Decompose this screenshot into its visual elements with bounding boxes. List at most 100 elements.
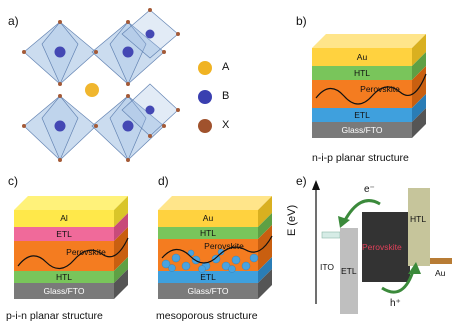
energy-diagram (312, 180, 452, 314)
tio2-sphere (249, 253, 259, 263)
nip-layer-au: Au (356, 52, 368, 62)
pin-caption: p-i-n planar structure (6, 310, 103, 322)
electron-arrowhead (338, 216, 350, 228)
pin-layer-glass: Glass/FTO (43, 286, 85, 296)
b-ion (54, 120, 66, 132)
ito-block (321, 231, 341, 239)
tio2-sphere (211, 254, 221, 264)
tio2-sphere (231, 255, 241, 265)
tio2-sphere (168, 264, 176, 272)
layer-glass (312, 122, 412, 138)
layer-al (14, 210, 114, 227)
htl-block (408, 188, 430, 266)
layer-glass (14, 283, 114, 299)
tio2-sphere (241, 261, 251, 271)
x-ion (126, 158, 130, 162)
meso-layer-perovskite: Perovskite (204, 241, 244, 251)
au-block (430, 258, 452, 264)
x-ion (162, 124, 166, 128)
layer-au (158, 210, 258, 227)
tio2-sphere (181, 261, 191, 271)
stack-top-face (158, 196, 272, 210)
side-face (258, 225, 272, 271)
panel-label-c: c) (8, 174, 18, 188)
side-face (412, 94, 426, 122)
pin-layer-al: Al (60, 213, 68, 223)
pin-layer-htl: HTL (55, 272, 73, 282)
layer-etl (14, 227, 114, 241)
nip-layer-perovskite: Perovskite (360, 84, 400, 94)
x-ion (94, 50, 98, 54)
pin-layer-etl: ETL (56, 229, 72, 239)
tio2-sphere (217, 248, 225, 256)
meso-layer-glass: Glass/FTO (187, 286, 229, 296)
energy-axis-label: E (eV) (286, 204, 298, 236)
x-ion (148, 8, 152, 12)
mesoporous-stack (158, 196, 273, 299)
x-ion (58, 82, 62, 86)
layer-etl (158, 271, 258, 283)
x-ion (126, 82, 130, 86)
b-ion (122, 120, 134, 132)
pin-layer-perovskite: Perovskite (66, 247, 106, 257)
meso-layer-au: Au (202, 213, 214, 223)
layer-htl (14, 271, 114, 283)
tio2-sphere (228, 265, 236, 273)
nip-stack (312, 34, 427, 138)
legend-label-x: X (222, 119, 230, 131)
side-face (114, 269, 128, 299)
energy-axis-arrowhead (312, 180, 320, 190)
x-ion (126, 94, 130, 98)
au-label: Au (435, 268, 446, 278)
meso-layer-htl: HTL (199, 228, 217, 238)
panel-label-a: a) (8, 14, 19, 28)
meso-layer-etl: ETL (200, 272, 216, 282)
legend-label-a: A (222, 61, 230, 73)
b-ion (122, 46, 134, 58)
meso-caption: mesoporous structure (156, 310, 258, 322)
legend-label-b: B (222, 90, 230, 102)
nip-caption: n-i-p planar structure (312, 152, 409, 164)
x-ion (58, 20, 62, 24)
x-ion (22, 50, 26, 54)
perovskite-block (362, 212, 410, 282)
panel-label-b: b) (296, 14, 307, 28)
layer-etl (312, 108, 412, 122)
layer-glass (158, 283, 258, 299)
panel-label-d: d) (158, 174, 169, 188)
etl-label: ETL (341, 266, 357, 276)
layer-htl (312, 66, 412, 80)
wave-line (315, 73, 427, 105)
x-ion (176, 32, 180, 36)
wave-line (161, 235, 273, 264)
x-ion (58, 94, 62, 98)
side-face (412, 108, 426, 138)
a-ion (85, 83, 99, 97)
layer-au (312, 48, 412, 66)
side-face (114, 257, 128, 283)
electron-label: e⁻ (364, 184, 375, 195)
legend-dot-x (198, 119, 212, 133)
perovskite-label: Perovskite (362, 242, 402, 252)
ito-label: ITO (320, 262, 335, 272)
side-face (412, 52, 426, 80)
legend-dot-a (198, 61, 212, 75)
x-ion (176, 108, 180, 112)
side-face (412, 34, 426, 66)
tio2-sphere (161, 259, 171, 269)
etl-block (340, 228, 358, 314)
hole-label: h⁺ (390, 298, 401, 309)
wave-line (17, 237, 129, 270)
nip-layer-htl: HTL (353, 68, 371, 78)
x-ion (162, 50, 166, 54)
side-face (114, 196, 128, 227)
hole-arrowhead (408, 262, 421, 274)
b-ion (145, 29, 155, 39)
side-face (258, 213, 272, 239)
htl-label: HTL (410, 214, 427, 224)
layer-htl (158, 227, 258, 239)
x-ion (22, 124, 26, 128)
x-ion (58, 158, 62, 162)
tio2-sphere (191, 255, 201, 265)
